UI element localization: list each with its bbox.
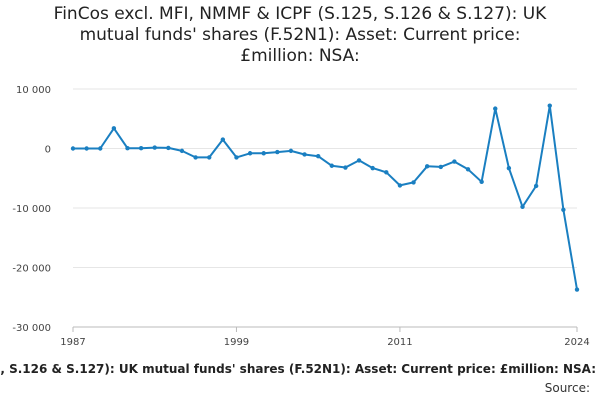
data-point <box>125 146 130 151</box>
data-point <box>533 183 539 189</box>
y-tick-label: 10 000 <box>16 85 51 96</box>
data-point <box>207 155 212 160</box>
data-point <box>288 148 294 154</box>
data-point <box>506 165 512 171</box>
data-point <box>84 146 89 151</box>
data-point <box>193 155 198 160</box>
axes <box>72 326 578 332</box>
x-tick-labels: 1987 1999 2011 2024 <box>60 337 589 348</box>
data-point <box>302 152 307 157</box>
chart-title: FinCos excl. MFI, NMMF & ICPF (S.125, S.… <box>0 4 600 67</box>
data-point <box>424 164 430 169</box>
y-tick-label: -10 000 <box>12 204 51 215</box>
data-point <box>138 146 144 151</box>
data-point <box>479 179 484 185</box>
data-point <box>356 158 362 163</box>
data-point <box>411 180 416 185</box>
x-tick-label: 2024 <box>564 337 589 348</box>
data-point <box>152 145 157 150</box>
data-point <box>179 148 185 154</box>
data-point <box>275 149 280 155</box>
data-point <box>315 154 321 159</box>
chart-title-line-1: FinCos excl. MFI, NMMF & ICPF (S.125, S.… <box>53 4 547 24</box>
data-point <box>465 167 471 172</box>
data-point <box>574 287 580 292</box>
data-point <box>520 204 525 210</box>
y-tick-labels: 10 000 0 -10 000 -20 000 -30 000 <box>12 85 51 334</box>
data-point <box>343 165 348 170</box>
data-point <box>247 151 253 156</box>
y-tick-label: -30 000 <box>12 323 51 334</box>
chart-title-line-2: mutual funds' shares (F.52N1): Asset: Cu… <box>79 25 521 45</box>
data-point <box>547 103 552 108</box>
data-point <box>70 146 76 151</box>
x-tick-label: 1999 <box>224 337 249 348</box>
data-point <box>397 183 403 188</box>
data-point <box>561 207 566 212</box>
data-point <box>493 106 498 111</box>
data-point <box>111 126 117 131</box>
data-point <box>261 151 266 156</box>
data-point <box>370 165 375 171</box>
x-tick-label: 2011 <box>387 337 412 348</box>
data-point <box>166 145 171 151</box>
data-point <box>329 163 335 168</box>
series-layer <box>70 103 580 292</box>
data-point <box>384 170 389 175</box>
source-label: Source: <box>544 381 590 395</box>
y-tick-label: -20 000 <box>12 264 51 275</box>
data-point <box>234 155 239 160</box>
y-tick-label: 0 <box>45 145 51 156</box>
data-point <box>452 159 457 164</box>
legend-series-label: FinCos excl. MFI, NMMF & ICPF (S.125, S.… <box>0 362 596 376</box>
grid-lines <box>73 88 577 268</box>
data-point <box>438 164 443 170</box>
data-point <box>220 137 226 142</box>
chart-title-line-3: £million: NSA: <box>240 46 360 66</box>
series-line <box>73 104 578 290</box>
x-tick-label: 1987 <box>60 337 85 348</box>
data-point <box>98 146 103 151</box>
